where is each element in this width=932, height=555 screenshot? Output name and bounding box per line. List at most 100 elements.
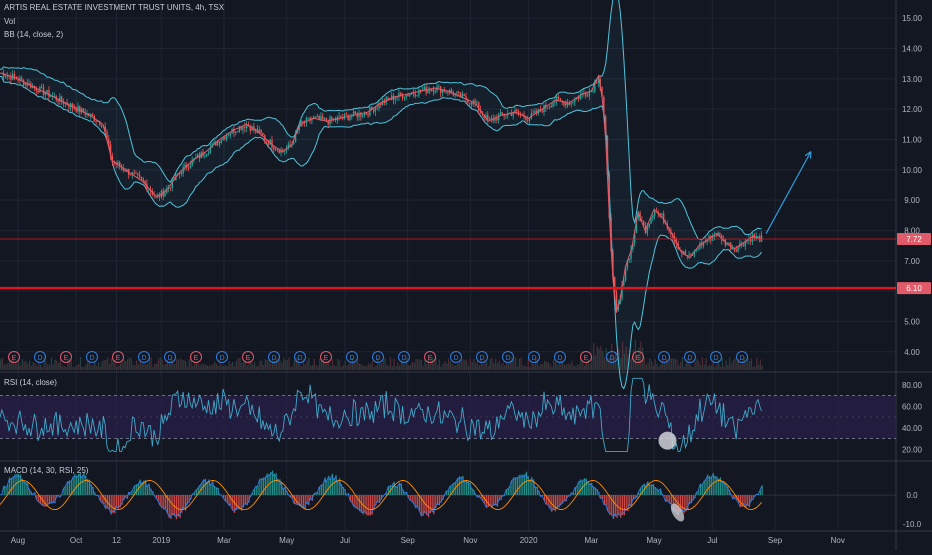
rsi-legend: RSI (14, close) — [4, 378, 57, 387]
macd-bar — [245, 495, 246, 504]
volume-bar — [163, 365, 164, 370]
volume-bar — [566, 365, 567, 370]
volume-bar — [145, 365, 146, 370]
volume-bar — [375, 365, 376, 370]
volume-bar — [98, 362, 99, 370]
volume-bar — [357, 359, 358, 370]
volume-bar — [517, 367, 518, 370]
candle-body — [101, 125, 102, 127]
volume-bar — [421, 360, 422, 370]
volume-bar — [62, 366, 63, 370]
event-marker-letter: D — [661, 355, 666, 362]
macd-bar — [16, 474, 17, 495]
macd-bar — [392, 485, 393, 495]
volume-bar — [270, 363, 271, 370]
volume-bar — [0, 359, 1, 370]
volume-bar — [131, 358, 132, 370]
volume-bar — [214, 362, 215, 370]
volume-bar — [709, 365, 710, 370]
macd-bar — [337, 481, 338, 495]
volume-bar — [486, 362, 487, 370]
volume-bar — [698, 361, 699, 370]
volume-bar — [457, 364, 458, 370]
volume-bar — [259, 361, 260, 370]
macd-bar — [529, 480, 530, 495]
volume-bar — [136, 360, 137, 370]
volume-bar — [212, 364, 213, 370]
macd-bar — [622, 495, 623, 515]
volume-bar — [602, 351, 603, 370]
volume-bar — [294, 361, 295, 370]
volume-bar — [502, 363, 503, 370]
volume-bar — [667, 361, 668, 370]
candle-body — [130, 175, 131, 176]
candle-body — [143, 179, 144, 181]
volume-bar — [656, 364, 657, 370]
candle-body — [661, 214, 662, 215]
candle-body — [752, 234, 753, 241]
macd-bar — [437, 495, 438, 505]
volume-bar — [181, 360, 182, 370]
volume-bar — [227, 366, 228, 370]
volume-bar — [361, 364, 362, 370]
volume-bar — [736, 362, 737, 370]
volume-bar — [125, 361, 126, 370]
macd-bar — [5, 486, 6, 495]
volume-bar — [234, 366, 235, 370]
event-marker-letter: D — [713, 355, 718, 362]
candle-body — [552, 103, 553, 107]
candle-body — [320, 116, 321, 119]
candle-body — [743, 245, 744, 246]
x-tick-label: Jul — [340, 536, 350, 545]
macd-bar — [321, 484, 322, 495]
candle-body — [547, 107, 548, 108]
candle-body — [529, 119, 530, 121]
volume-bar — [754, 367, 755, 370]
volume-bar — [180, 359, 181, 370]
volume-bar — [372, 361, 373, 370]
macd-bar — [359, 495, 360, 511]
volume-bar — [660, 364, 661, 370]
macd-bar — [702, 484, 703, 495]
volume-bar — [542, 364, 543, 370]
volume-bar — [490, 359, 491, 370]
candle-body — [396, 97, 397, 98]
macd-bar — [459, 476, 460, 495]
candle-body — [560, 98, 561, 100]
volume-bar — [82, 367, 83, 370]
x-tick-label: Nov — [831, 536, 845, 545]
macd-bar — [517, 477, 518, 495]
volume-bar — [383, 360, 384, 370]
price-tick-label: 7.00 — [904, 257, 920, 266]
volume-bar — [45, 361, 46, 370]
price-tick-label: 15.00 — [902, 14, 923, 23]
volume-bar — [749, 361, 750, 370]
volume-bar — [118, 366, 119, 370]
volume-bar — [404, 363, 405, 370]
macd-bar — [709, 476, 710, 495]
volume-bar — [705, 358, 706, 370]
volume-bar — [388, 366, 389, 370]
volume-bar — [36, 366, 37, 370]
volume-bar — [500, 364, 501, 370]
candle-body — [133, 173, 134, 174]
candle-body — [190, 165, 191, 168]
candle-body — [688, 254, 689, 256]
volume-bar — [713, 362, 714, 370]
volume-bar — [455, 366, 456, 370]
candle-body — [260, 130, 261, 133]
candle-body — [242, 127, 243, 130]
volume-bar — [310, 366, 311, 370]
event-marker-letter: E — [12, 355, 17, 362]
volume-bar — [753, 367, 754, 370]
volume-bar — [464, 360, 465, 370]
volume-bar — [691, 366, 692, 370]
volume-bar — [91, 366, 92, 370]
volume-bar — [395, 366, 396, 370]
volume-bar — [158, 359, 159, 370]
candle-body — [137, 173, 138, 175]
volume-bar — [287, 360, 288, 370]
volume-bar — [172, 361, 173, 370]
